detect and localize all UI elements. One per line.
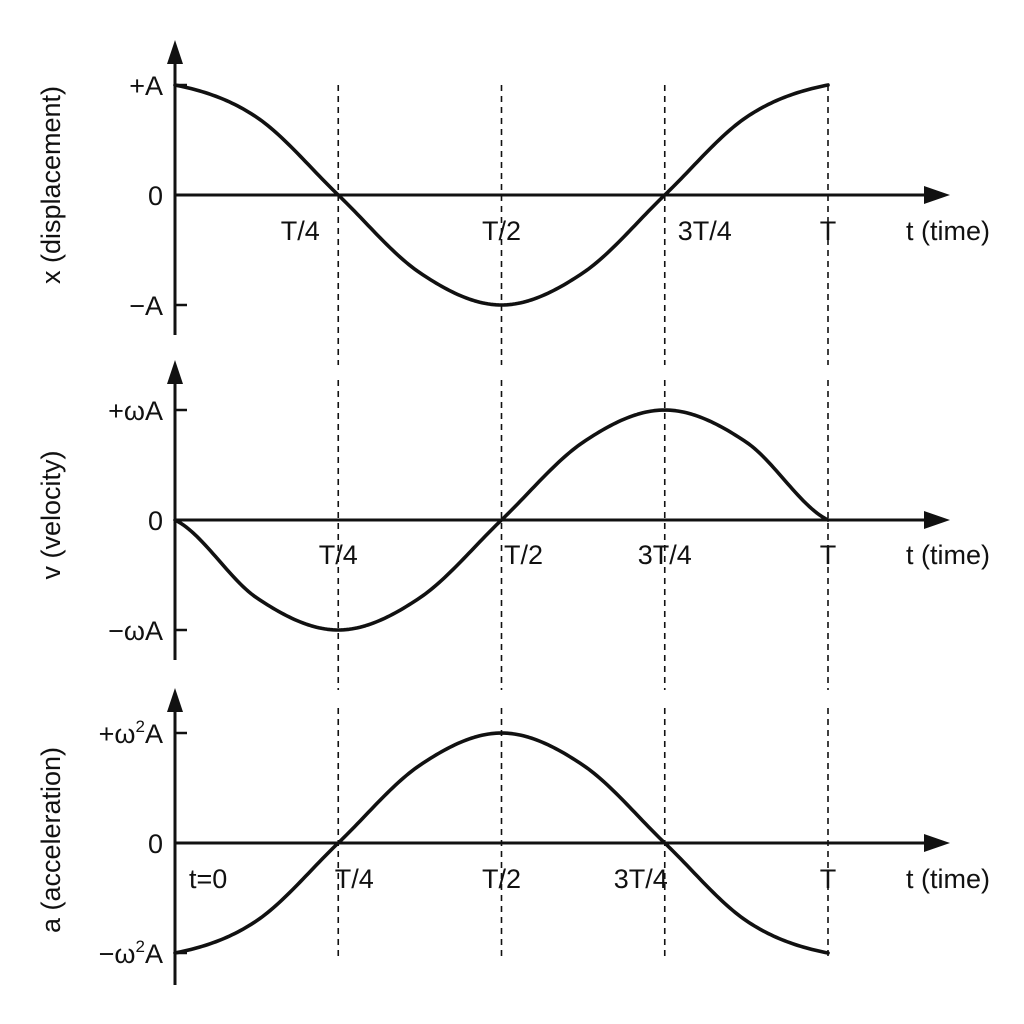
superscript: 2 bbox=[136, 937, 145, 956]
y-tick-label: +A bbox=[129, 71, 163, 101]
x-tick-label: T bbox=[820, 864, 837, 894]
x-axis-title: t (time) bbox=[906, 864, 990, 894]
y-axis-title: x (displacement) bbox=[36, 86, 66, 284]
y-tick-label: 0 bbox=[148, 829, 163, 859]
x-tick-label: T/4 bbox=[335, 864, 374, 894]
x-tick-label: T/4 bbox=[281, 216, 320, 246]
y-tick-label: −A bbox=[129, 291, 163, 321]
tick-label-rest: A bbox=[145, 719, 163, 749]
x-tick-label: T/2 bbox=[504, 540, 543, 570]
series-curve bbox=[173, 408, 830, 632]
time-axis-arrow bbox=[924, 186, 950, 204]
y-tick-label: −ωA bbox=[108, 616, 163, 646]
y-axis-arrow bbox=[167, 688, 183, 712]
y-axis-title: a (acceleration) bbox=[36, 747, 66, 933]
tick-label-rest: A bbox=[145, 939, 163, 969]
y-axis-arrow bbox=[167, 360, 183, 384]
x-tick-label: T/2 bbox=[482, 864, 521, 894]
y-tick-label: −ω2A bbox=[99, 937, 163, 969]
x-tick-label: T bbox=[820, 216, 837, 246]
y-tick-label: 0 bbox=[148, 181, 163, 211]
x-axis-title: t (time) bbox=[906, 540, 990, 570]
series-curve bbox=[173, 731, 830, 955]
panel-3: +ω2A 0 −ω2A T/4 T/2 3T/4 Tt=0 t (time) a (accele… bbox=[36, 688, 990, 985]
x-tick-label: T/2 bbox=[482, 216, 521, 246]
y-tick-label: +ω2A bbox=[99, 717, 163, 749]
y-tick-label: 0 bbox=[148, 506, 163, 536]
x-tick-label: 3T/4 bbox=[678, 216, 732, 246]
y-tick-label: +ωA bbox=[108, 396, 163, 426]
y-axis-arrow bbox=[167, 40, 183, 64]
series-curve bbox=[173, 83, 830, 307]
x-axis-title: t (time) bbox=[906, 216, 990, 246]
y-axis-title: v (velocity) bbox=[36, 450, 66, 579]
time-axis-arrow bbox=[924, 511, 950, 529]
time-axis-arrow bbox=[924, 834, 950, 852]
x-tick-label: T bbox=[820, 540, 837, 570]
x-tick-label: 3T/4 bbox=[638, 540, 692, 570]
x-tick-label: 3T/4 bbox=[614, 864, 668, 894]
origin-label: t=0 bbox=[189, 864, 227, 894]
superscript: 2 bbox=[136, 717, 145, 736]
x-tick-label: T/4 bbox=[319, 540, 358, 570]
